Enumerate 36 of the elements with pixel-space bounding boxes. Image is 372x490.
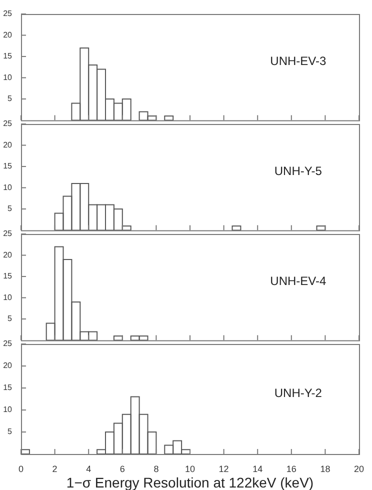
y-tick-label: 20	[3, 140, 13, 150]
x-tick-label: 8	[154, 464, 159, 474]
x-axis-title: 1−σ Energy Resolution at 122keV (keV)	[66, 474, 314, 490]
y-tick-label: 15	[3, 162, 13, 171]
y-tick-label: 5	[8, 204, 13, 214]
x-tick-label: 12	[218, 464, 229, 474]
annotation: UNH-EV-4	[270, 274, 326, 288]
y-tick-label: 10	[3, 292, 13, 302]
x-tick-label: 18	[320, 464, 330, 474]
y-tick-label: 20	[3, 250, 13, 260]
y-tick-label: 10	[3, 72, 13, 82]
y-tick-label: 10	[3, 182, 13, 192]
x-tick-label: 14	[252, 464, 263, 474]
annotation: UNH-Y-5	[274, 164, 322, 178]
y-tick-label: 20	[3, 361, 13, 370]
y-tick-label: 25	[3, 339, 13, 348]
annotation: UNH-EV-3	[270, 54, 326, 68]
y-tick-label: 15	[3, 52, 13, 61]
x-tick-label: 2	[52, 464, 58, 474]
y-tick-label: 10	[3, 405, 13, 414]
y-tick-label: 20	[3, 30, 13, 40]
x-tick-label: 10	[184, 464, 196, 474]
annotation: UNH-Y-2	[274, 386, 322, 400]
x-tick-label: 6	[120, 464, 125, 474]
y-tick-label: 5	[8, 94, 13, 104]
x-tick-label: 20	[354, 464, 364, 474]
y-tick-label: 15	[3, 272, 13, 281]
x-tick-label: 0	[18, 464, 24, 474]
y-tick-label: 5	[8, 314, 13, 324]
y-tick-label: 25	[3, 119, 13, 128]
y-tick-label: 25	[3, 9, 13, 18]
y-tick-label: 25	[3, 229, 13, 238]
y-tick-label: 5	[8, 427, 13, 436]
x-tick-label: 16	[286, 464, 296, 474]
x-tick-label: 4	[86, 464, 92, 474]
y-tick-label: 15	[3, 383, 13, 392]
